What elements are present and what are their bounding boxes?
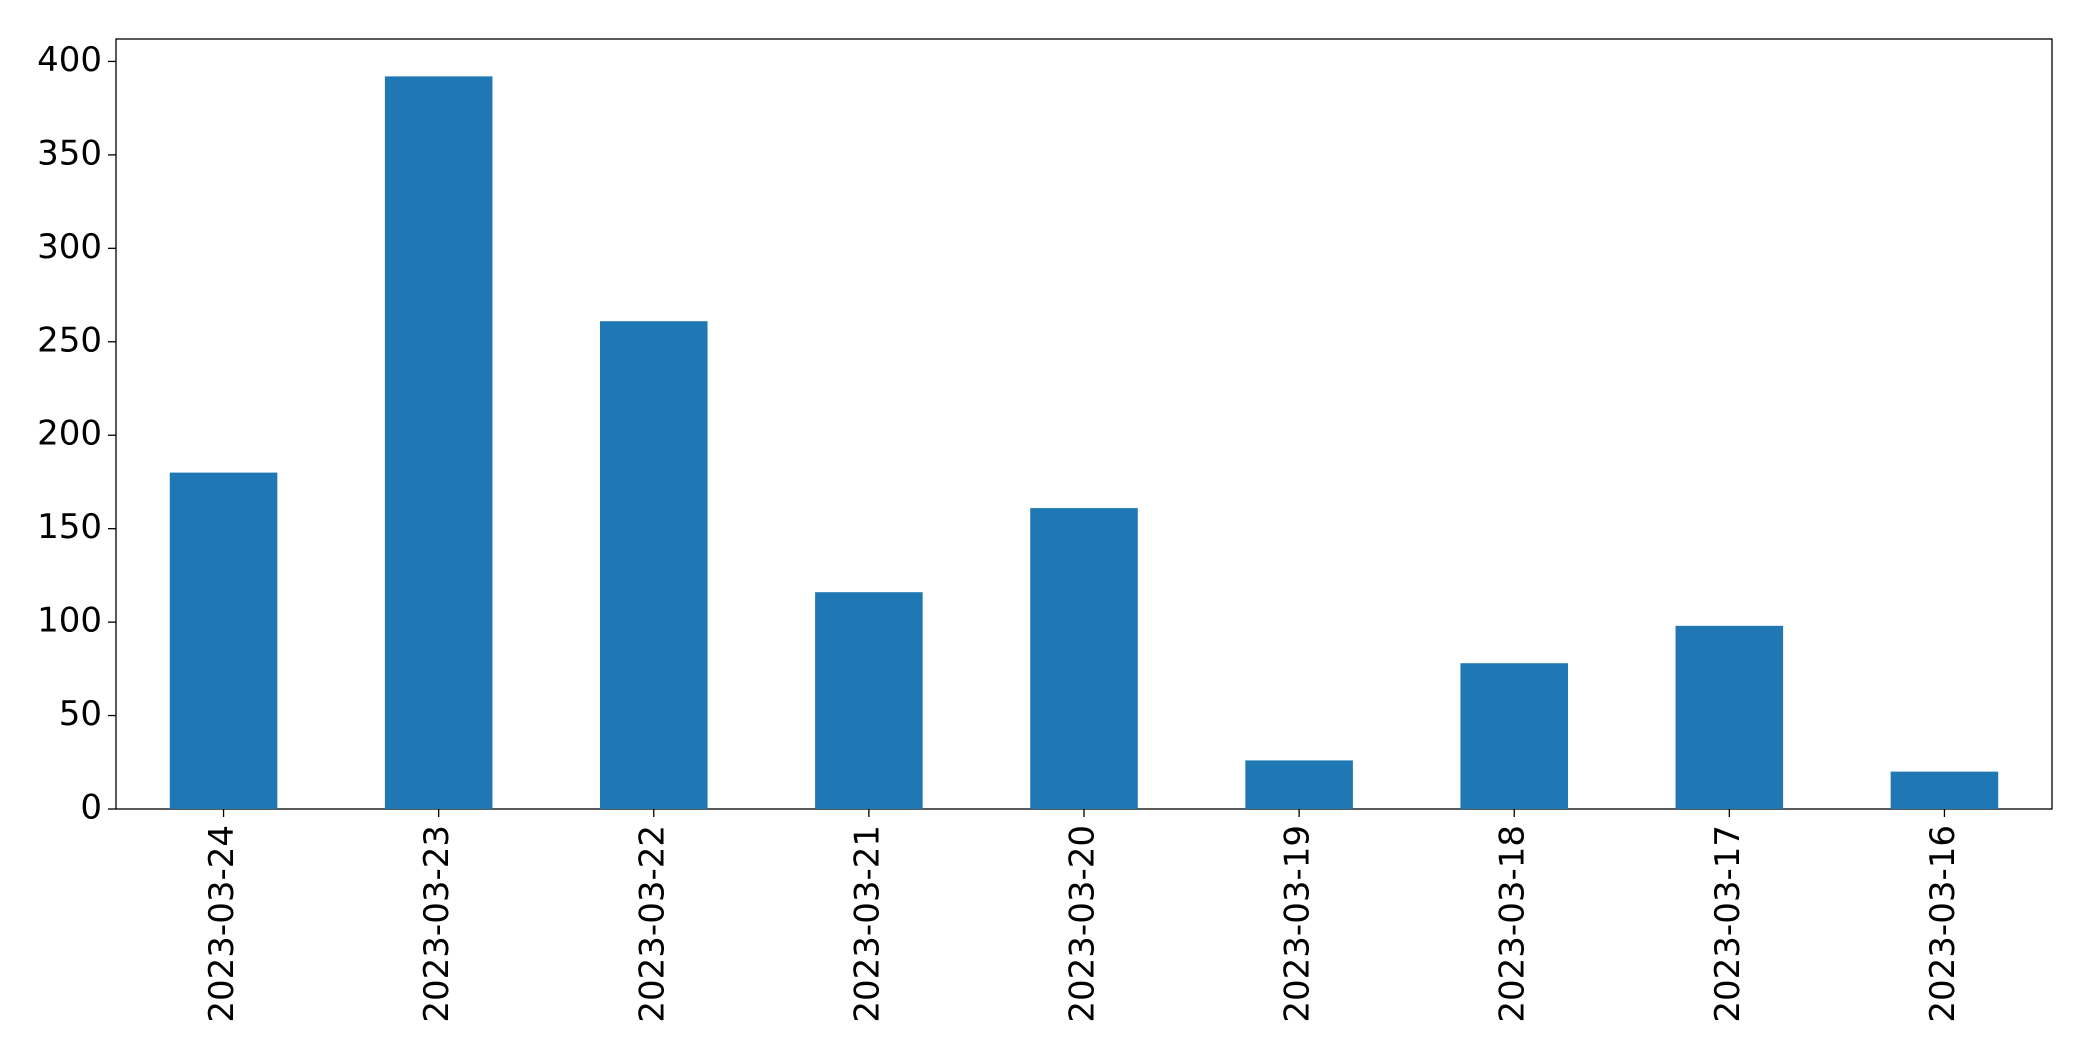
bar: [815, 592, 923, 809]
bar: [169, 472, 278, 809]
bar: [384, 76, 493, 809]
y-tick-label: 300: [37, 227, 102, 267]
bar: [600, 321, 708, 809]
bar: [1030, 508, 1138, 809]
y-tick-label: 0: [80, 788, 102, 828]
bar: [1890, 771, 1999, 809]
x-tick-label: 2023-03-17: [1708, 825, 1748, 1023]
x-tick-label: 2023-03-23: [417, 825, 457, 1023]
x-tick-label: 2023-03-24: [202, 825, 242, 1023]
y-tick-label: 200: [37, 414, 102, 454]
y-tick-label: 50: [59, 694, 102, 734]
bar: [1675, 625, 1784, 809]
y-tick-label: 150: [37, 507, 102, 547]
y-tick-label: 350: [37, 133, 102, 173]
x-tick-label: 2023-03-21: [847, 825, 887, 1023]
x-tick-label: 2023-03-16: [1923, 825, 1963, 1023]
y-tick-label: 250: [37, 320, 102, 360]
y-tick-label: 400: [37, 40, 102, 80]
x-tick-label: 2023-03-20: [1063, 825, 1103, 1023]
x-tick-label: 2023-03-18: [1493, 825, 1533, 1023]
x-tick-label: 2023-03-19: [1278, 825, 1318, 1023]
x-tick-label: 2023-03-22: [632, 825, 672, 1023]
bar: [1460, 663, 1568, 809]
bar: [1245, 760, 1353, 809]
y-tick-label: 100: [37, 601, 102, 641]
